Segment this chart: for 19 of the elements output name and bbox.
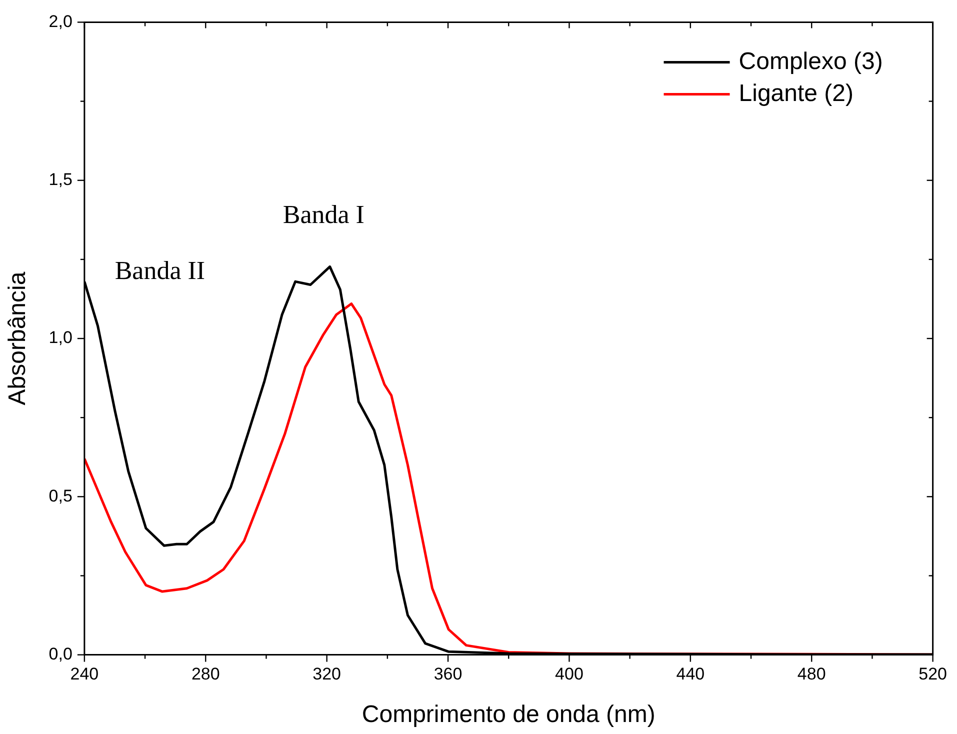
x-tick-label: 320	[312, 664, 342, 684]
legend-label: Complexo (3)	[738, 48, 883, 75]
x-tick-label: 520	[918, 664, 948, 684]
y-tick-label: 1,0	[48, 328, 72, 348]
y-tick-label: 0,0	[48, 644, 72, 664]
annotation: Banda I	[282, 200, 364, 230]
legend-label: Ligante (2)	[738, 80, 854, 107]
x-tick-label: 440	[676, 664, 705, 684]
x-tick-label: 240	[70, 664, 99, 684]
x-tick-label: 480	[797, 664, 826, 684]
y-axis-title: Absorbância	[4, 271, 32, 406]
x-axis-title: Comprimento de onda (nm)	[362, 701, 656, 728]
x-tick-label: 400	[555, 664, 584, 684]
annotation: Banda II	[114, 256, 206, 285]
y-tick-label: 1,5	[48, 170, 72, 190]
x-tick-label: 360	[434, 664, 462, 684]
x-tick-label: 280	[191, 664, 220, 684]
y-tick-label: 2,0	[48, 12, 72, 31]
y-tick-label: 0,5	[48, 486, 72, 506]
